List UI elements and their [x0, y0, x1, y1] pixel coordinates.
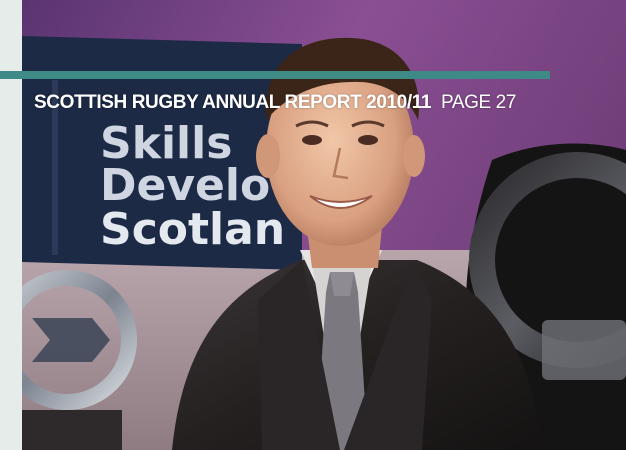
- right-lapel: [344, 260, 432, 450]
- sponsor-banner: [22, 36, 302, 270]
- banner-line-2: Develo: [100, 160, 270, 211]
- left-lapel: [258, 260, 340, 450]
- nose: [332, 147, 349, 180]
- glass-trophy: [22, 270, 137, 450]
- left-eye: [302, 135, 322, 145]
- header-accent-rule: [0, 71, 550, 79]
- report-header: SCOTTISH RUGBY ANNUAL REPORT 2010/11 PAGE…: [34, 92, 516, 114]
- tie-knot: [330, 272, 354, 296]
- right-brow: [351, 120, 385, 128]
- left-brow: [295, 120, 329, 128]
- report-title: SCOTTISH RUGBY ANNUAL REPORT 2010/11: [34, 92, 432, 113]
- smile: [309, 195, 373, 209]
- banner-line-3: Scotlan: [100, 204, 285, 255]
- page-margin: [0, 0, 22, 450]
- banner-stripe: [52, 80, 58, 255]
- banner-line-1: Skills: [100, 118, 232, 169]
- left-ear: [256, 134, 280, 178]
- right-ear: [403, 135, 425, 177]
- page-number: PAGE 27: [441, 92, 517, 113]
- award-photo: Skills Develo Scotlan: [22, 0, 626, 450]
- right-eye: [358, 135, 378, 145]
